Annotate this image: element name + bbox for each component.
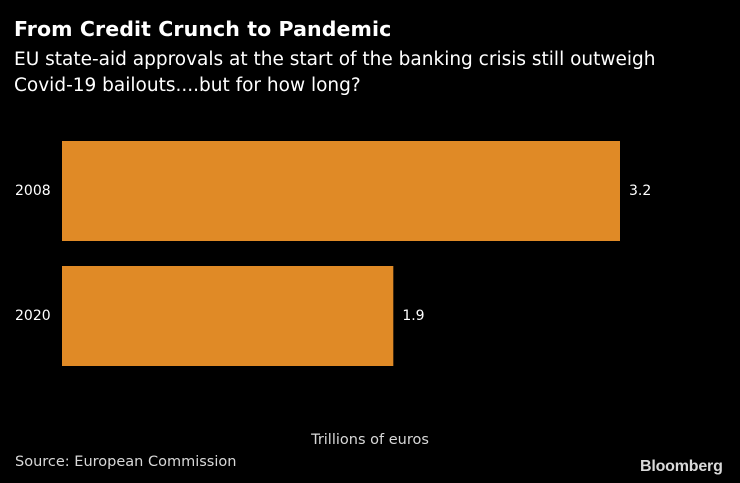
chart-subtitle: EU state-aid approvals at the start of t… bbox=[14, 49, 656, 96]
bar-2020 bbox=[62, 266, 394, 366]
source-note: Source: European Commission bbox=[15, 454, 237, 470]
value-label-2020: 1.9 bbox=[402, 308, 424, 324]
category-label-2008: 2008 bbox=[15, 183, 51, 199]
bloomberg-logo: Bloomberg bbox=[640, 458, 723, 475]
chart-title: From Credit Crunch to Pandemic bbox=[14, 17, 392, 41]
x-axis-label: Trillions of euros bbox=[310, 432, 429, 448]
value-label-2008: 3.2 bbox=[629, 183, 651, 199]
bar-2008 bbox=[62, 141, 620, 241]
category-label-2020: 2020 bbox=[15, 308, 51, 324]
